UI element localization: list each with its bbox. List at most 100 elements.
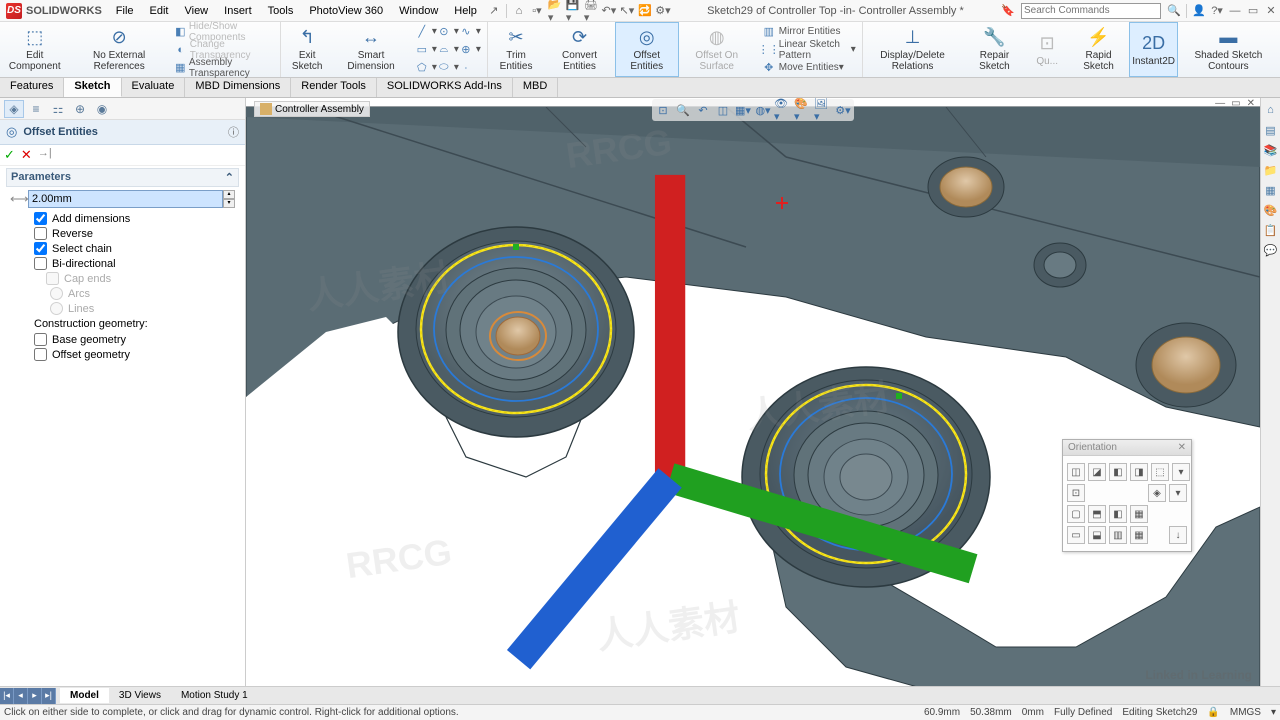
pm-pushpin-icon[interactable]: →| <box>38 147 52 163</box>
new-icon[interactable]: ▫▾ <box>530 4 544 18</box>
home-icon[interactable]: ⌂ <box>512 4 526 18</box>
view-left-icon[interactable]: ◧ <box>1109 463 1127 481</box>
pushpin-icon[interactable]: ↗ <box>487 4 501 18</box>
tree-tab-fm[interactable]: ≡ <box>26 100 46 118</box>
open-icon[interactable]: 📂▾ <box>548 4 562 18</box>
quick-button[interactable]: ⊡Qu... <box>1027 22 1069 77</box>
save-icon[interactable]: 💾▾ <box>566 4 580 18</box>
undo-icon[interactable]: ↶▾ <box>602 4 616 18</box>
display-delete-relations-button[interactable]: ⊥ Display/Delete Relations <box>863 22 963 77</box>
close-icon[interactable]: ✕ <box>1264 4 1278 18</box>
offset-entities-button[interactable]: ◎ Offset Entities <box>615 22 679 77</box>
tree-tab-display[interactable]: ◉ <box>92 100 112 118</box>
tree-tab-cfg[interactable]: ⚏ <box>48 100 68 118</box>
tab-last-icon[interactable]: ▸| <box>42 688 56 704</box>
search-commands-input[interactable] <box>1021 3 1161 19</box>
viewport-collapse-icon[interactable]: ↓ <box>1169 526 1187 544</box>
user-icon[interactable]: 👤 <box>1192 4 1206 18</box>
options-icon[interactable]: ⚙▾ <box>656 4 670 18</box>
tab-next-icon[interactable]: ▸ <box>28 688 42 704</box>
edit-component-button[interactable]: ⬚ Edit Component <box>0 22 71 77</box>
change-transparency[interactable]: ◐Change Transparency <box>173 41 276 58</box>
menu-insert[interactable]: Insert <box>216 5 260 17</box>
print-icon[interactable]: 🖨▾ <box>584 4 598 18</box>
move-entities[interactable]: ✥Move Entities ▾ <box>760 59 858 76</box>
viewport-grid-icon[interactable]: ▦ <box>1130 526 1148 544</box>
tab-prev-icon[interactable]: ◂ <box>14 688 28 704</box>
linear-pattern[interactable]: ⋮⋮Linear Sketch Pattern ▾ <box>760 41 858 58</box>
trim-entities-button[interactable]: ✂ Trim Entities <box>488 22 545 77</box>
status-menu-icon[interactable]: ▾ <box>1271 707 1276 718</box>
search-icon[interactable]: 🔍 <box>1167 4 1181 18</box>
mirror-entities[interactable]: ▥Mirror Entities <box>760 23 858 40</box>
poly-tool[interactable]: ⬠▾ ⬭▾ ∙ <box>413 59 483 76</box>
tab-model[interactable]: Model <box>60 688 109 703</box>
help-icon[interactable]: ?▾ <box>1210 4 1224 18</box>
taskpane-home-icon[interactable]: ⌂ <box>1263 102 1279 118</box>
tab-render-tools[interactable]: Render Tools <box>291 78 377 97</box>
offset-surface-button[interactable]: ◍ Offset On Surface <box>679 22 756 77</box>
taskpane-view-palette-icon[interactable]: ▦ <box>1263 182 1279 198</box>
exit-sketch-button[interactable]: ↰ Exit Sketch <box>281 22 334 77</box>
taskpane-appearances-icon[interactable]: 🎨 <box>1263 202 1279 218</box>
rapid-sketch-button[interactable]: ⚡ Rapid Sketch <box>1069 22 1130 77</box>
tree-tab-pm[interactable]: ◈ <box>4 100 24 118</box>
view-right-icon[interactable]: ◨ <box>1130 463 1148 481</box>
repair-sketch-button[interactable]: 🔧 Repair Sketch <box>963 22 1026 77</box>
graphics-viewport[interactable]: Controller Assembly ⊡ 🔍 ↶ ◫ ▦▾ ◍▾ 👁▾ 🎨▾ … <box>246 98 1260 704</box>
base-geometry-check[interactable]: Base geometry <box>6 332 239 347</box>
menu-file[interactable]: File <box>108 5 142 17</box>
viewport-2v-icon[interactable]: ◧ <box>1109 505 1127 523</box>
tab-first-icon[interactable]: |◂ <box>0 688 14 704</box>
taskpane-explorer-icon[interactable]: 📁 <box>1263 162 1279 178</box>
orientation-panel[interactable]: Orientation✕ ◫ ◪ ◧ ◨ ⬚ ▾ ⊡ <box>1062 439 1192 552</box>
menu-photoview[interactable]: PhotoView 360 <box>301 5 391 17</box>
no-external-refs-button[interactable]: ⊘ No External References <box>71 22 169 77</box>
tab-mbd-dimensions[interactable]: MBD Dimensions <box>185 78 291 97</box>
pm-cancel-button[interactable]: ✕ <box>21 147 32 163</box>
menu-window[interactable]: Window <box>391 5 446 17</box>
viewport-4-icon[interactable]: ▦ <box>1130 505 1148 523</box>
taskpane-design-lib-icon[interactable]: 📚 <box>1263 142 1279 158</box>
pm-help-icon[interactable]: ⓘ <box>228 124 239 140</box>
bidirectional-check[interactable]: Bi-directional <box>6 256 239 271</box>
viewport-3b-icon[interactable]: ▥ <box>1109 526 1127 544</box>
menu-help[interactable]: Help <box>446 5 485 17</box>
taskpane-custom-props-icon[interactable]: 📋 <box>1263 222 1279 238</box>
instant2d-button[interactable]: 2D Instant2D <box>1129 22 1177 77</box>
maximize-icon[interactable]: ▭ <box>1246 4 1260 18</box>
pm-ok-button[interactable]: ✓ <box>4 147 15 163</box>
view-triad[interactable] <box>254 98 1260 690</box>
hide-show-components[interactable]: ◧Hide/Show Components <box>173 23 276 40</box>
tab-features[interactable]: Features <box>0 78 64 97</box>
reverse-check[interactable]: Reverse <box>6 226 239 241</box>
viewport-2h-icon[interactable]: ⬒ <box>1088 505 1106 523</box>
offset-distance-input[interactable] <box>28 190 223 208</box>
offset-geometry-check[interactable]: Offset geometry <box>6 347 239 362</box>
shaded-contours-button[interactable]: ▬ Shaded Sketch Contours <box>1178 22 1280 77</box>
tab-evaluate[interactable]: Evaluate <box>122 78 186 97</box>
smart-dimension-button[interactable]: ↔ Smart Dimension <box>334 22 409 77</box>
viewport-3-icon[interactable]: ⬓ <box>1088 526 1106 544</box>
parameters-header[interactable]: Parameters⌃ <box>6 168 239 187</box>
tab-sketch[interactable]: Sketch <box>64 78 121 97</box>
menu-edit[interactable]: Edit <box>142 5 177 17</box>
view-cube-drop-icon[interactable]: ▾ <box>1169 484 1187 502</box>
view-normal-icon[interactable]: ⊡ <box>1067 484 1085 502</box>
menu-view[interactable]: View <box>176 5 216 17</box>
minimize-icon[interactable]: — <box>1228 4 1242 18</box>
view-more-icon[interactable]: ▾ <box>1172 463 1190 481</box>
menu-tools[interactable]: Tools <box>260 5 302 17</box>
tab-3dviews[interactable]: 3D Views <box>109 688 171 703</box>
status-lock-icon[interactable]: 🔒 <box>1207 707 1219 718</box>
select-icon[interactable]: ↖▾ <box>620 4 634 18</box>
rebuild-icon[interactable]: 🔁 <box>638 4 652 18</box>
add-dimensions-check[interactable]: Add dimensions <box>6 211 239 226</box>
tab-addins[interactable]: SOLIDWORKS Add-Ins <box>377 78 513 97</box>
assembly-transparency[interactable]: ▦Assembly Transparency <box>173 59 276 76</box>
link-views-icon[interactable]: ▭ <box>1067 526 1085 544</box>
taskpane-forum-icon[interactable]: 💬 <box>1263 242 1279 258</box>
search-flag-icon[interactable]: 🔖 <box>1001 4 1015 18</box>
status-units[interactable]: MMGS <box>1230 707 1261 718</box>
distance-spinner[interactable]: ▴▾ <box>223 190 235 208</box>
